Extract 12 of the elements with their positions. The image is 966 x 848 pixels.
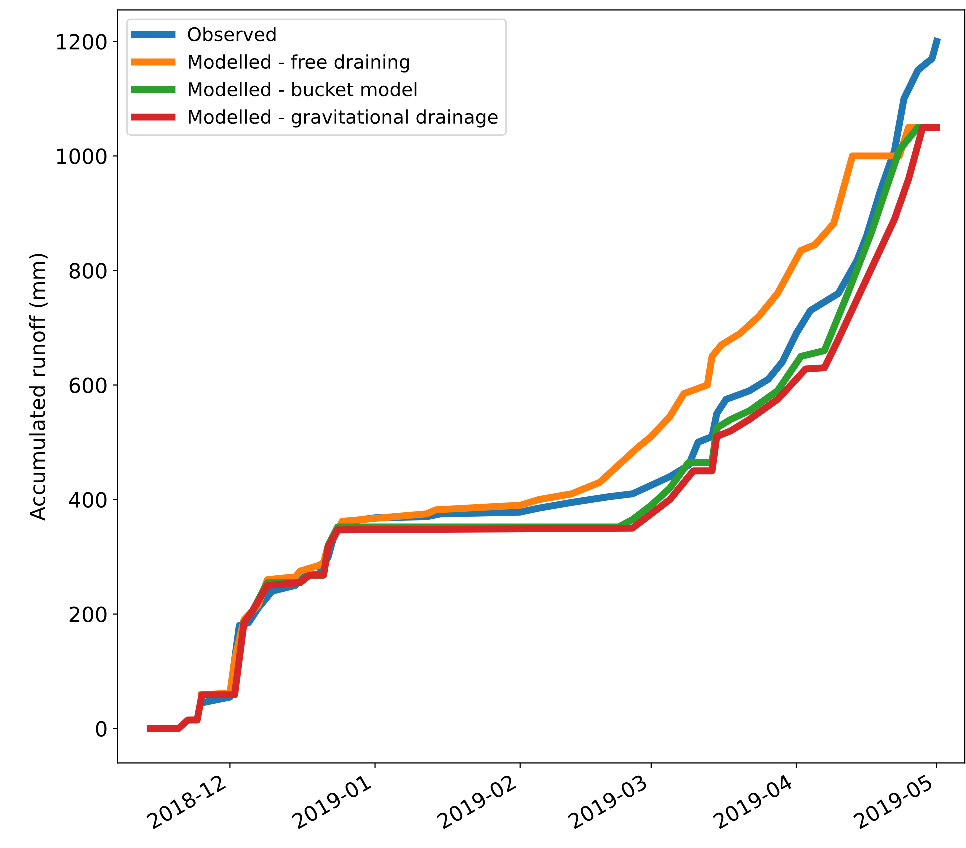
legend-label: Modelled - free draining xyxy=(189,54,410,73)
y-tick-label: 400 xyxy=(69,492,107,508)
y-tick-label: 0 xyxy=(96,721,107,738)
legend-label: Modelled - gravitational drainage xyxy=(189,110,498,128)
y-tick-label: 600 xyxy=(70,378,107,394)
y-tick-label: 200 xyxy=(70,606,107,623)
y-axis-title: Accumulated runoff (mm) xyxy=(29,254,48,521)
legend-label: Observed xyxy=(188,27,276,42)
y-tick-label: 1200 xyxy=(57,34,107,50)
y-tick-label: 1000 xyxy=(57,148,107,164)
y-tick-label: 800 xyxy=(70,263,107,279)
legend-label: Modelled - bucket model xyxy=(189,82,417,97)
